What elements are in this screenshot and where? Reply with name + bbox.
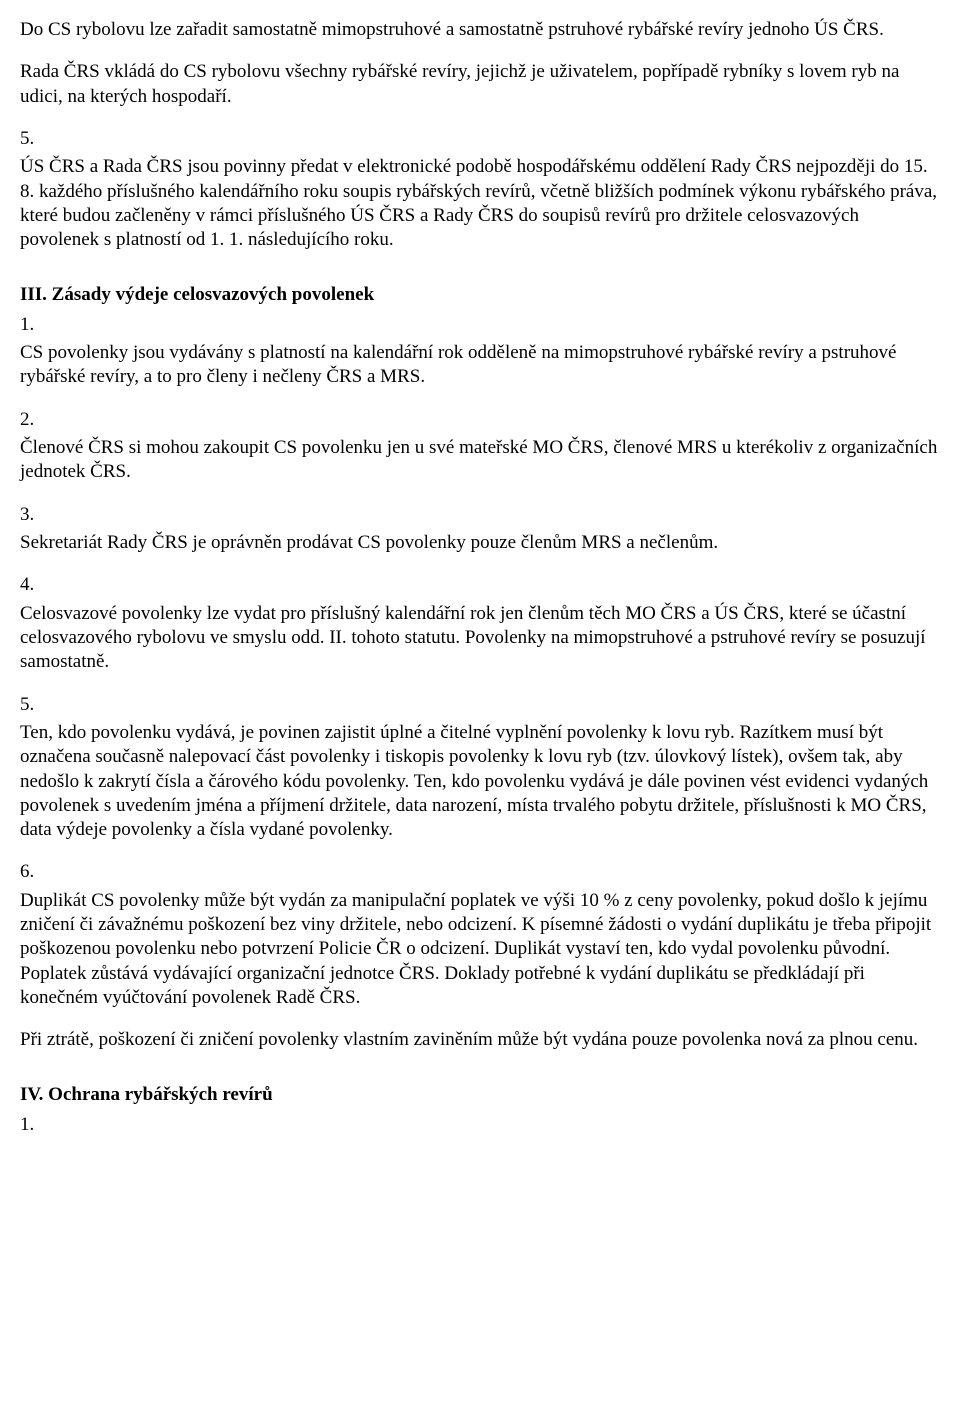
paragraph: Sekretariát Rady ČRS je oprávněn prodáva… — [20, 531, 940, 555]
paragraph: CS povolenky jsou vydávány s platností n… — [20, 341, 940, 390]
paragraph: Ten, kdo povolenku vydává, je povinen za… — [20, 721, 940, 843]
section-heading: IV. Ochrana rybářských revírů — [20, 1083, 940, 1107]
paragraph: Duplikát CS povolenky může být vydán za … — [20, 889, 940, 1011]
list-number: 2. — [20, 408, 940, 432]
list-number: 3. — [20, 503, 940, 527]
list-number: 5. — [20, 127, 940, 151]
paragraph: Rada ČRS vkládá do CS rybolovu všechny r… — [20, 60, 940, 109]
list-number: 5. — [20, 693, 940, 717]
section-heading: III. Zásady výdeje celosvazových povolen… — [20, 283, 940, 307]
paragraph: Při ztrátě, poškození či zničení povolen… — [20, 1028, 940, 1052]
list-number: 1. — [20, 1113, 940, 1137]
paragraph: Celosvazové povolenky lze vydat pro přís… — [20, 602, 940, 675]
document-page: Do CS rybolovu lze zařadit samostatně mi… — [0, 0, 960, 1417]
list-number: 6. — [20, 860, 940, 884]
list-number: 4. — [20, 573, 940, 597]
paragraph: Členové ČRS si mohou zakoupit CS povolen… — [20, 436, 940, 485]
paragraph: Do CS rybolovu lze zařadit samostatně mi… — [20, 18, 940, 42]
list-number: 1. — [20, 313, 940, 337]
paragraph: ÚS ČRS a Rada ČRS jsou povinny předat v … — [20, 155, 940, 252]
